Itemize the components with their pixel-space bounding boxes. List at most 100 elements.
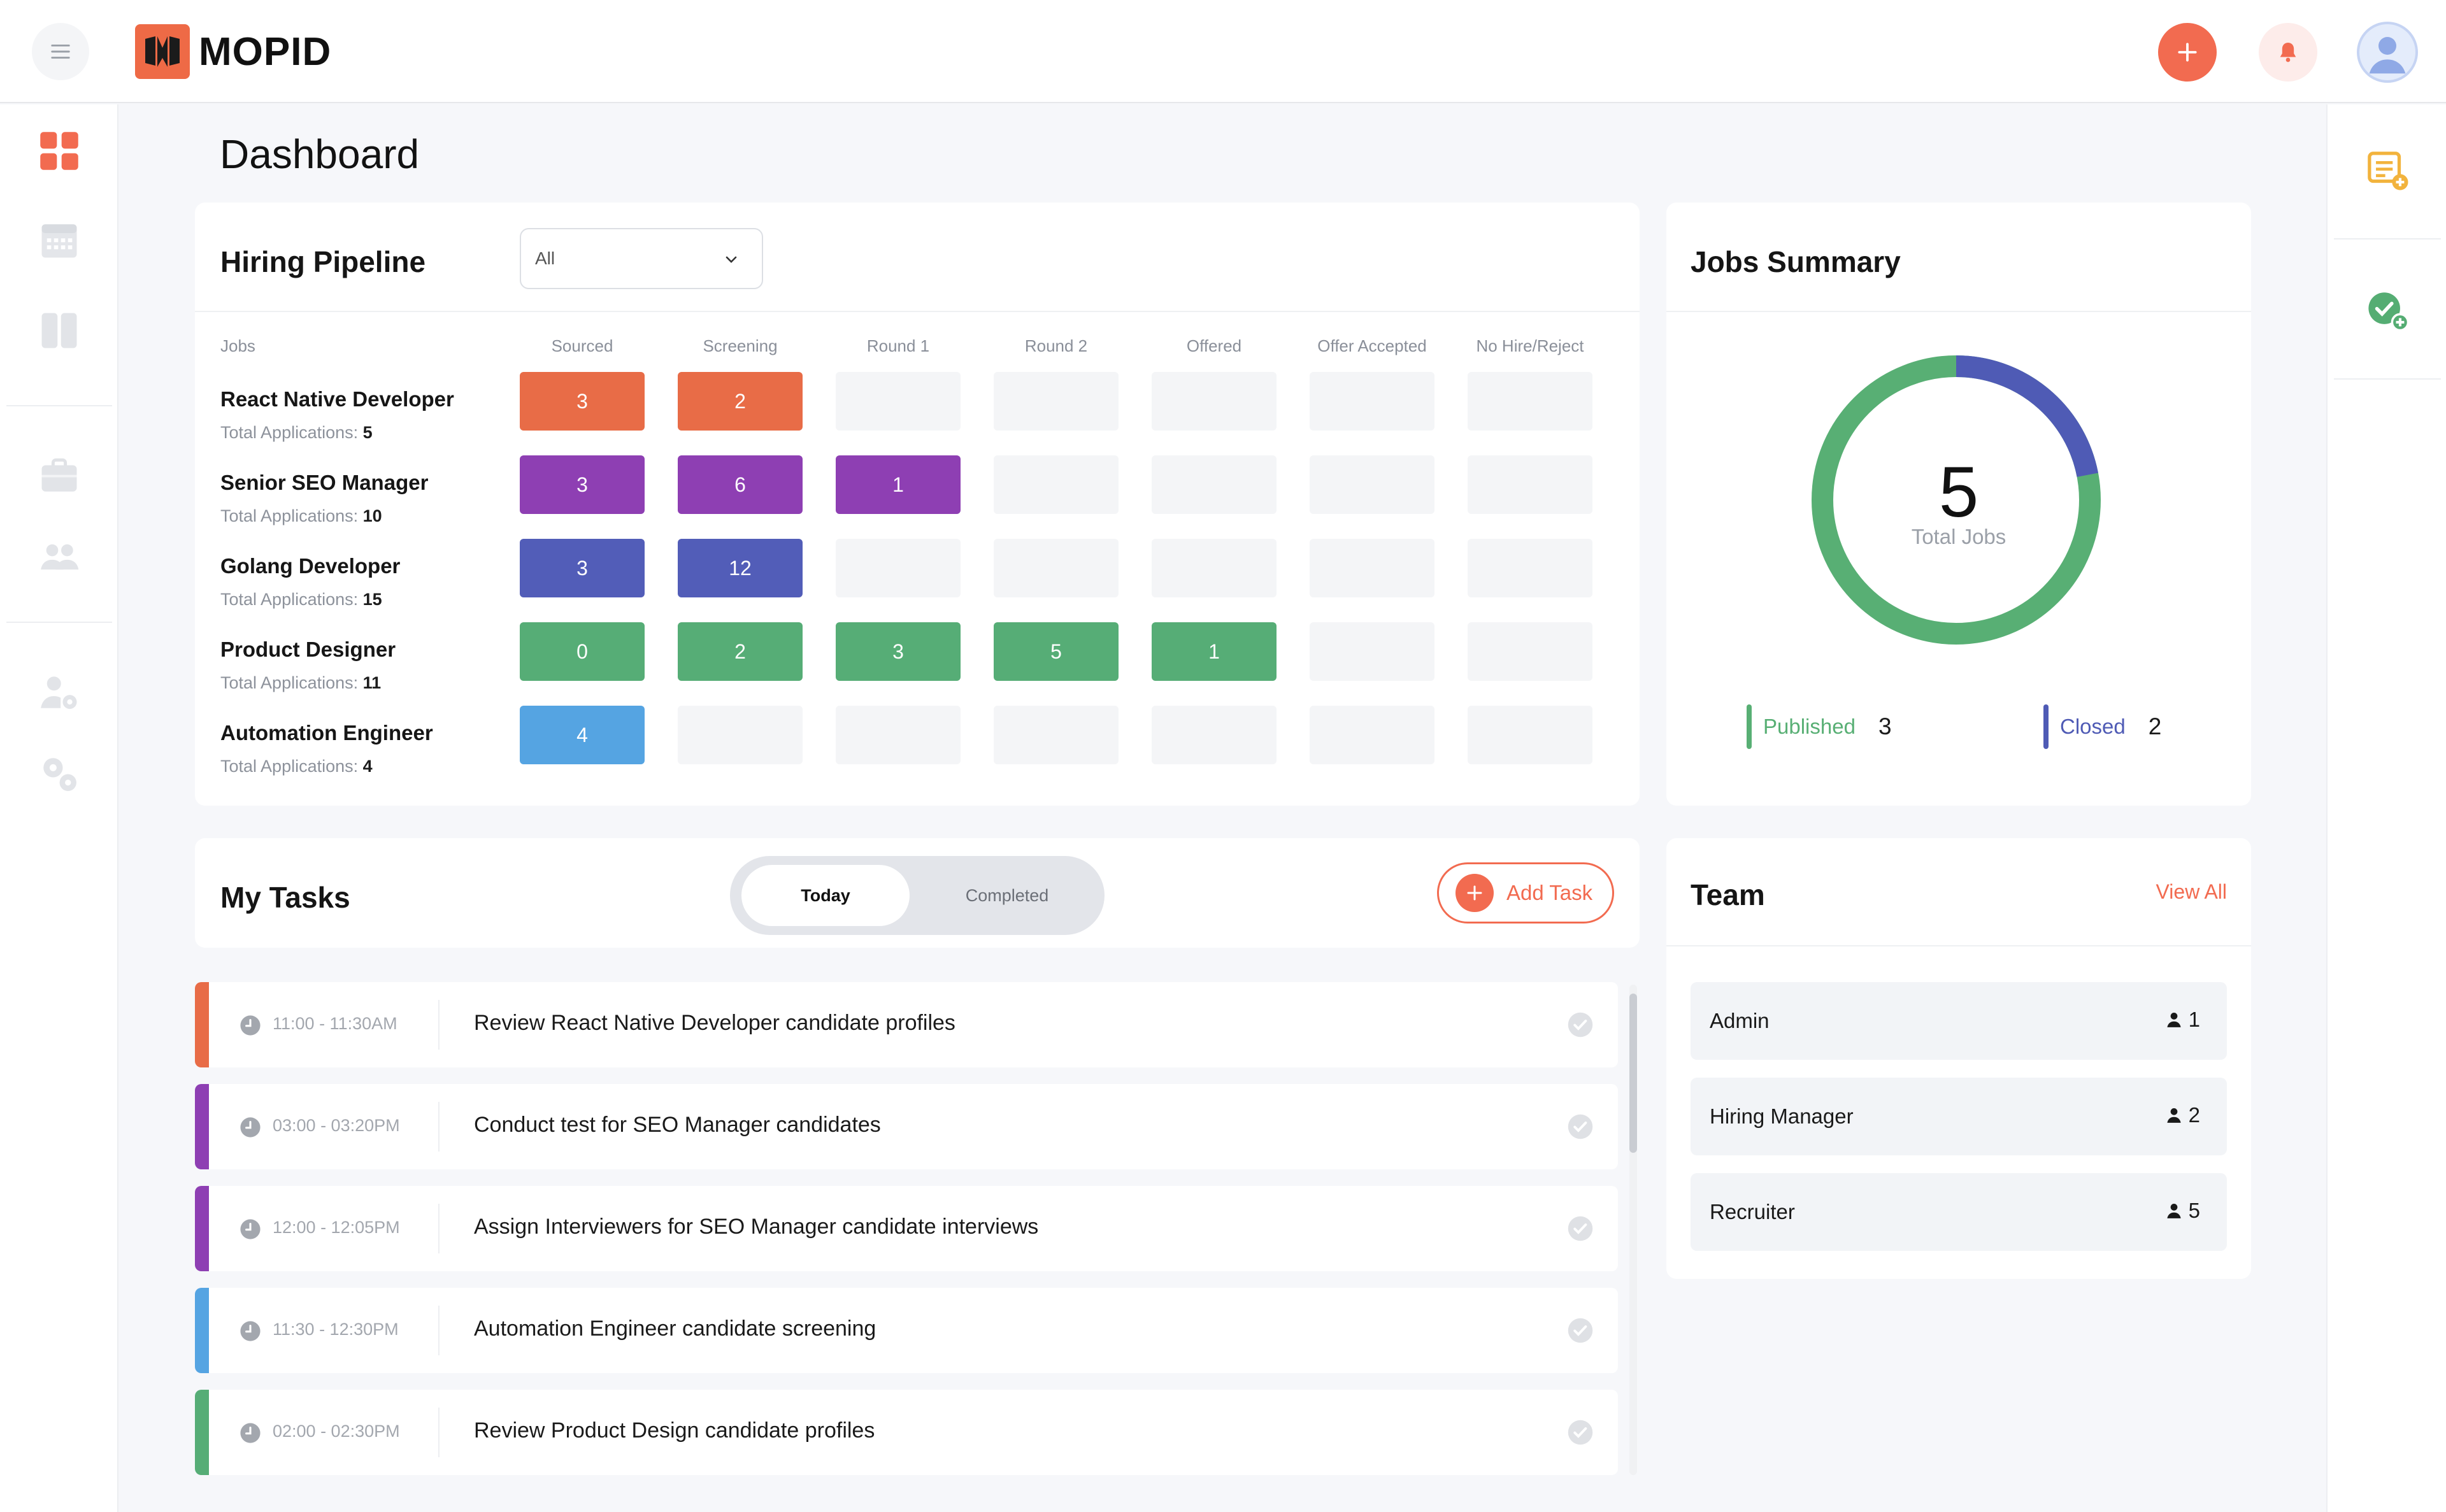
task-complete-check-icon[interactable] [1567,1011,1594,1038]
notifications-button[interactable] [2259,23,2317,82]
nav-dashboard[interactable] [37,129,82,173]
legend-closed[interactable]: Closed 2 [2043,704,2161,749]
pipeline-cell[interactable] [1468,622,1592,681]
quick-add-button[interactable] [2158,23,2217,82]
pipeline-cell[interactable]: 5 [994,622,1119,681]
job-name[interactable]: Product Designer [220,638,396,661]
task-item[interactable]: 11:30 - 12:30PM Automation Engineer candi… [195,1288,1618,1373]
task-divider [438,1306,440,1355]
pipeline-cell[interactable] [1152,455,1277,514]
pipeline-cell[interactable] [1468,539,1592,597]
task-complete-check-icon[interactable] [1567,1113,1594,1140]
view-all-link[interactable]: View All [2156,880,2227,903]
total-applications-value: 15 [362,590,382,609]
calendar-icon [41,224,77,258]
task-divider [438,1102,440,1152]
stage-column-header: Round 2 [1024,336,1088,355]
pipeline-cell[interactable] [678,706,803,764]
tab-completed[interactable]: Completed [965,885,1049,905]
pipeline-cell[interactable]: 12 [678,539,803,597]
job-name[interactable]: Golang Developer [220,554,401,578]
add-task-button[interactable]: Add Task [1437,862,1614,924]
pipeline-filter-value: All [535,248,555,268]
pipeline-title: Hiring Pipeline [220,245,426,278]
sidebar-divider [6,405,112,406]
team-role-item[interactable]: Admin 1 [1691,982,2227,1060]
task-complete-check-icon[interactable] [1567,1317,1594,1344]
nav-settings[interactable] [37,752,82,796]
pipeline-cell[interactable]: 1 [836,455,961,514]
pipeline-cell[interactable]: 3 [836,622,961,681]
pipeline-cell[interactable] [1468,455,1592,514]
team-role-item[interactable]: Recruiter 5 [1691,1173,2227,1251]
pipeline-cell[interactable] [994,455,1119,514]
job-name[interactable]: React Native Developer [220,387,454,411]
pipeline-cell[interactable] [994,706,1119,764]
pipeline-cell[interactable] [1310,372,1434,431]
add-note-icon [2368,152,2408,190]
task-item[interactable]: 11:00 - 11:30AM Review React Native Devel… [195,982,1618,1067]
pipeline-cell[interactable]: 3 [520,455,645,514]
pipeline-cell[interactable]: 3 [520,372,645,431]
jobs-summary-card: Jobs Summary 5 Total Jobs Published 3 Cl… [1666,203,2251,806]
add-check-icon [2368,292,2410,332]
task-item[interactable]: 12:00 - 12:05PM Assign Interviewers for S… [195,1186,1618,1271]
nav-jobs[interactable] [37,453,82,498]
jobs-column-header: Jobs [220,336,255,355]
task-title: Review Product Design candidate profiles [474,1418,875,1443]
pipeline-cell[interactable]: 1 [1152,622,1277,681]
pipeline-cell[interactable]: 2 [678,622,803,681]
add-note-button[interactable] [2366,148,2410,192]
pipeline-cell[interactable] [1152,539,1277,597]
job-total-applications: Total Applications: 10 [220,506,382,526]
bell-icon [2280,43,2296,62]
pipeline-cell[interactable]: 6 [678,455,803,514]
pipeline-cell[interactable]: 2 [678,372,803,431]
pipeline-cell[interactable] [994,539,1119,597]
task-complete-check-icon[interactable] [1567,1215,1594,1242]
pipeline-cell[interactable] [994,372,1119,431]
job-name[interactable]: Senior SEO Manager [220,471,429,494]
pipeline-cell[interactable] [1468,372,1592,431]
team-role-count-value: 1 [2188,1008,2200,1031]
nav-board[interactable] [37,308,82,353]
pipeline-cell[interactable] [1310,706,1434,764]
nav-calendar[interactable] [37,218,82,262]
task-color-stripe [195,1186,209,1271]
pipeline-cell[interactable]: 3 [520,539,645,597]
add-check-button[interactable] [2366,288,2410,332]
total-applications-value: 5 [362,423,373,442]
pipeline-cell[interactable] [836,372,961,431]
task-item[interactable]: 03:00 - 03:20PM Conduct test for SEO Mana… [195,1084,1618,1169]
job-name[interactable]: Automation Engineer [220,721,433,745]
tab-today[interactable]: Today [741,865,910,926]
pipeline-cell[interactable] [1310,622,1434,681]
team-role-name: Recruiter [1710,1200,1795,1223]
legend-published-label: Published [1763,715,1856,738]
task-divider [438,1000,440,1050]
pipeline-cell[interactable] [1310,539,1434,597]
app-logo[interactable]: MOPID [135,24,331,79]
pipeline-cell[interactable]: 0 [520,622,645,681]
stage-column-header: Round 1 [866,336,930,355]
pipeline-cell[interactable] [836,706,961,764]
team-role-item[interactable]: Hiring Manager 2 [1691,1078,2227,1155]
pipeline-cell[interactable] [1310,455,1434,514]
pipeline-cell[interactable] [836,539,961,597]
pipeline-cell[interactable]: 4 [520,706,645,764]
task-complete-check-icon[interactable] [1567,1419,1594,1446]
pipeline-cell[interactable] [1152,372,1277,431]
nav-candidates[interactable] [37,535,82,580]
legend-published[interactable]: Published 3 [1747,704,1892,749]
pipeline-filter-select[interactable]: All [520,228,763,289]
pipeline-cell[interactable] [1468,706,1592,764]
task-item[interactable]: 02:00 - 02:30PM Review Product Design can… [195,1390,1618,1475]
job-total-applications: Total Applications: 5 [220,423,373,443]
task-divider [438,1204,440,1253]
nav-user-settings[interactable] [37,670,82,715]
pipeline-cell[interactable] [1152,706,1277,764]
team-card: Team View All Admin 1 Hiring Manager 2 Recru… [1666,838,2251,1279]
menu-toggle-button[interactable] [32,23,89,80]
user-avatar[interactable] [2357,22,2418,83]
task-list-scroll-thumb[interactable] [1629,994,1637,1153]
